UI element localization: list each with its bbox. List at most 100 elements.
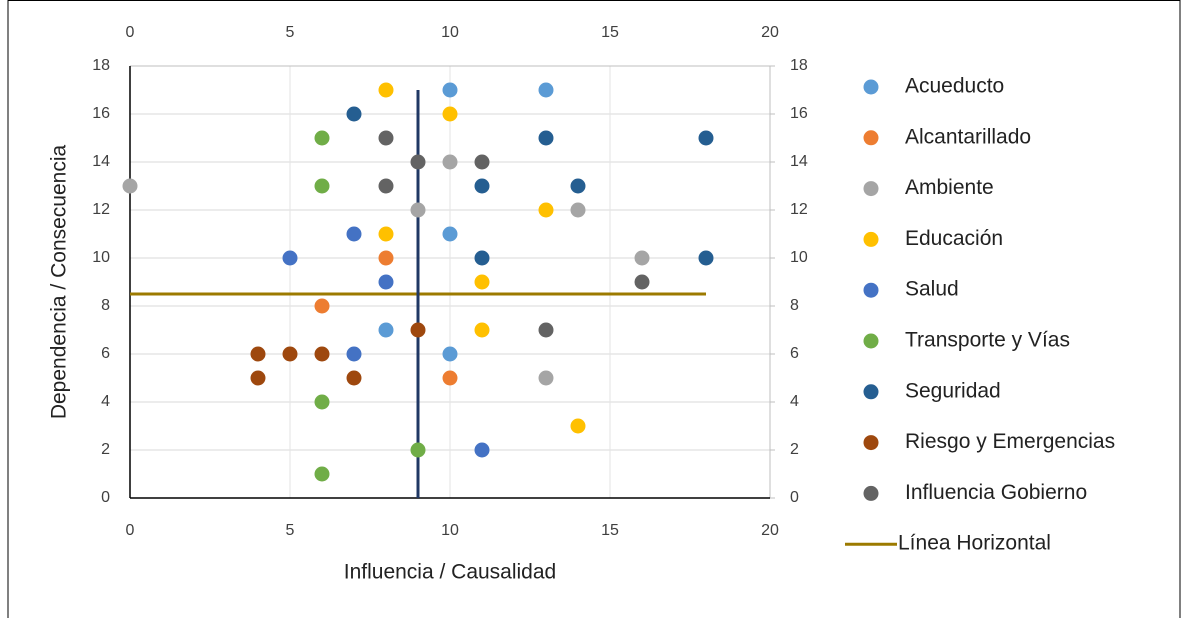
point [410, 202, 426, 218]
legend-label: Seguridad [905, 379, 1001, 402]
point [378, 82, 394, 98]
y2-tick-label: 0 [790, 489, 799, 506]
legend-label: Línea Horizontal [898, 532, 1051, 555]
y-tick-label: 16 [92, 105, 110, 122]
point [442, 346, 458, 362]
point [474, 154, 490, 170]
point [378, 322, 394, 338]
legend-marker [863, 435, 879, 451]
point [410, 154, 426, 170]
y-tick-label: 14 [92, 153, 110, 170]
x-axis-label: Influencia / Causalidad [344, 561, 556, 584]
point [538, 130, 554, 146]
y-tick-label: 12 [92, 201, 110, 218]
point [570, 202, 586, 218]
point [442, 106, 458, 122]
y-tick-label: 6 [101, 345, 110, 362]
point [250, 370, 266, 386]
point [378, 130, 394, 146]
point [442, 370, 458, 386]
x-tick-label: 10 [441, 522, 459, 539]
point [538, 202, 554, 218]
point [538, 82, 554, 98]
point [474, 442, 490, 458]
x-tick-label: 20 [761, 522, 779, 539]
legend-marker [863, 231, 879, 247]
point [538, 370, 554, 386]
y2-tick-label: 18 [790, 57, 808, 74]
y-tick-label: 0 [101, 489, 110, 506]
x-tick-label: 5 [286, 522, 295, 539]
y-tick-label: 8 [101, 297, 110, 314]
legend-marker [863, 79, 879, 95]
point [378, 178, 394, 194]
legend-label: Transporte y Vías [905, 329, 1070, 352]
legend-label: Educación [905, 227, 1003, 250]
point [634, 250, 650, 266]
y-tick-label: 2 [101, 441, 110, 458]
point [442, 226, 458, 242]
legend-marker [863, 384, 879, 400]
chart-frame [7, 0, 1181, 618]
point [282, 250, 298, 266]
legend-label: Influencia Gobierno [905, 481, 1087, 504]
y2-tick-label: 14 [790, 153, 808, 170]
y2-tick-label: 10 [790, 249, 808, 266]
legend-marker [863, 282, 879, 298]
y-tick-label: 10 [92, 249, 110, 266]
point [698, 250, 714, 266]
point [346, 370, 362, 386]
legend-marker [863, 130, 879, 146]
x2-tick-label: 15 [601, 24, 619, 41]
legend-marker [863, 181, 879, 197]
legend-label: Alcantarillado [905, 125, 1031, 148]
point [250, 346, 266, 362]
point [314, 178, 330, 194]
point [378, 274, 394, 290]
legend-marker [863, 485, 879, 501]
x-tick-label: 15 [601, 522, 619, 539]
y2-tick-label: 6 [790, 345, 799, 362]
point [282, 346, 298, 362]
y2-tick-label: 16 [790, 105, 808, 122]
point [314, 466, 330, 482]
y2-tick-label: 4 [790, 393, 799, 410]
point [474, 178, 490, 194]
y-axis-label: Dependencia / Consecuencia [48, 145, 71, 420]
point [122, 178, 138, 194]
x2-tick-label: 20 [761, 24, 779, 41]
point [314, 346, 330, 362]
point [698, 130, 714, 146]
point [474, 250, 490, 266]
point [346, 226, 362, 242]
x2-tick-label: 5 [286, 24, 295, 41]
y2-tick-label: 8 [790, 297, 799, 314]
x-tick-label: 0 [126, 522, 135, 539]
point [474, 274, 490, 290]
point [474, 322, 490, 338]
y2-tick-label: 12 [790, 201, 808, 218]
y2-tick-label: 2 [790, 441, 799, 458]
point [410, 322, 426, 338]
point [442, 154, 458, 170]
legend-label: Salud [905, 278, 959, 301]
point [314, 394, 330, 410]
legend-label: Ambiente [905, 176, 994, 199]
legend-marker [863, 333, 879, 349]
legend-label: Riesgo y Emergencias [905, 430, 1115, 453]
point [378, 250, 394, 266]
point [634, 274, 650, 290]
point [378, 226, 394, 242]
point [538, 322, 554, 338]
point [442, 82, 458, 98]
point [346, 346, 362, 362]
y-tick-label: 4 [101, 393, 110, 410]
point [570, 178, 586, 194]
x2-tick-label: 0 [126, 24, 135, 41]
legend-label: Acueducto [905, 75, 1004, 98]
y-tick-label: 18 [92, 57, 110, 74]
point [314, 298, 330, 314]
point [410, 442, 426, 458]
